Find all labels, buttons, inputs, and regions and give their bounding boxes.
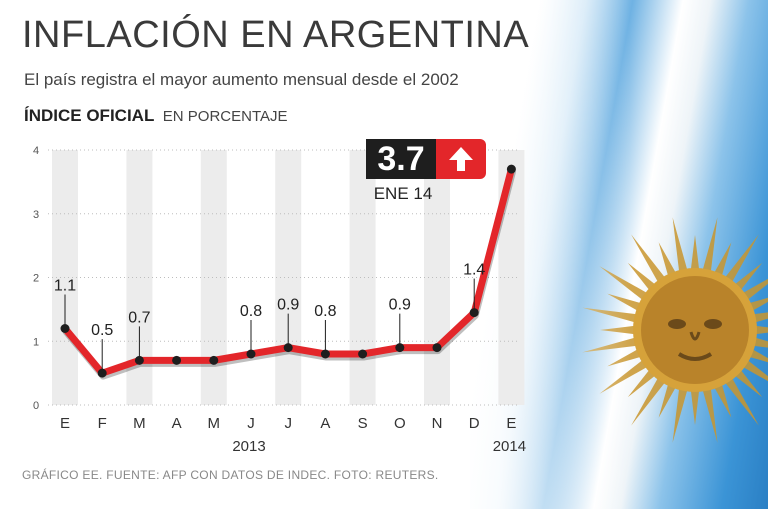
data-label: 0.8 — [314, 303, 336, 320]
x-tick-label: O — [394, 415, 406, 432]
y-tick-label: 3 — [33, 209, 39, 221]
y-tick-label: 1 — [33, 336, 39, 348]
data-label: 1.1 — [54, 278, 76, 295]
chart-title: INFLACIÓN EN ARGENTINA — [22, 14, 530, 56]
data-point — [358, 349, 368, 359]
data-label: 0.7 — [128, 309, 150, 326]
data-label: 1.4 — [463, 262, 485, 279]
x-tick-label: F — [98, 415, 107, 432]
x-tick-label: M — [133, 415, 146, 432]
chart-subtitle: El país registra el mayor aumento mensua… — [24, 70, 459, 89]
year-label: 2013 — [232, 438, 265, 455]
data-label: 0.9 — [277, 297, 299, 314]
x-tick-label: J — [284, 415, 292, 432]
index-label: ÍNDICE OFICIAL EN PORCENTAJE — [24, 106, 288, 126]
x-tick-label: D — [469, 415, 480, 432]
data-point — [209, 355, 219, 365]
data-label: 0.9 — [389, 297, 411, 314]
callout-date: ENE 14 — [373, 184, 433, 203]
x-tick-label: J — [247, 415, 255, 432]
y-tick-label: 0 — [33, 400, 39, 412]
callout-value: 3.7 — [366, 139, 436, 179]
x-tick-label: M — [208, 415, 221, 432]
column-stripe — [349, 150, 376, 405]
data-label: 0.8 — [240, 303, 262, 320]
x-tick-label: E — [506, 415, 516, 432]
x-tick-label: A — [172, 415, 182, 432]
x-tick-label: E — [60, 415, 70, 432]
arrow-up-icon — [436, 139, 486, 179]
index-label-unit: EN PORCENTAJE — [162, 108, 288, 125]
x-tick-label: S — [358, 415, 368, 432]
x-tick-label: N — [432, 415, 443, 432]
index-label-main: ÍNDICE OFICIAL — [24, 106, 155, 125]
year-label: 2014 — [493, 438, 526, 455]
y-tick-label: 2 — [33, 273, 39, 285]
data-point — [432, 343, 442, 353]
flag-fade-overlay — [430, 0, 630, 509]
data-label: 0.5 — [91, 322, 113, 339]
data-point — [506, 164, 516, 174]
y-tick-label: 4 — [33, 145, 39, 157]
source-note: GRÁFICO EE. FUENTE: AFP CON DATOS DE IND… — [22, 468, 439, 482]
sun-of-may-icon — [582, 217, 768, 443]
x-tick-label: A — [320, 415, 330, 432]
data-point — [172, 355, 182, 365]
latest-value-callout: 3.7 — [366, 139, 486, 179]
